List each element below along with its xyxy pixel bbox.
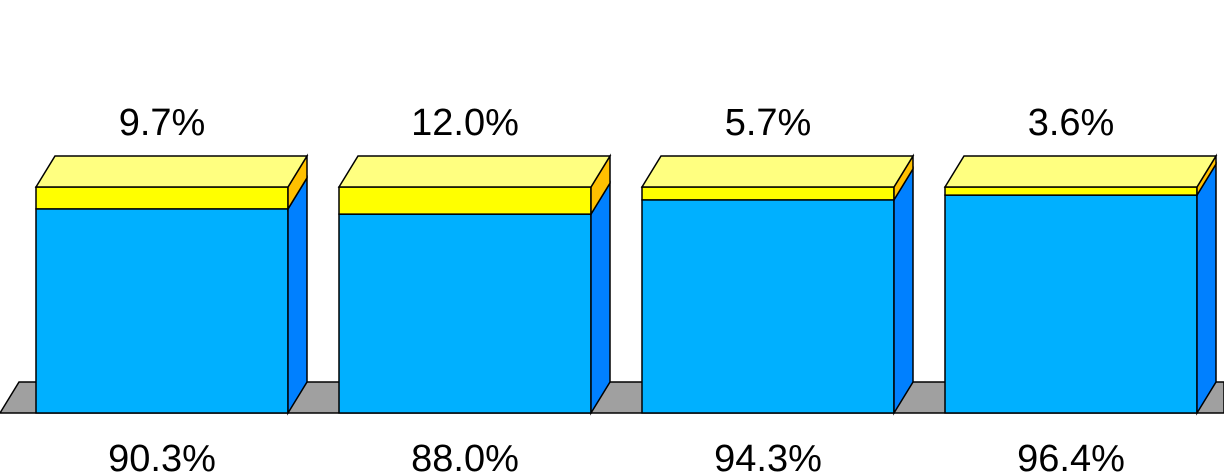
bar-4-primary-side [1196, 161, 1217, 416]
bottom-value-label-1: 90.3% [108, 438, 216, 475]
bar-3-secondary-front [641, 186, 895, 201]
top-value-label-2: 12.0% [411, 102, 519, 144]
bottom-value-label-3: 94.3% [714, 438, 822, 475]
bar-3-primary-side [893, 166, 914, 416]
top-value-label-1: 9.7% [119, 102, 206, 144]
bar-4-primary-front [944, 194, 1198, 414]
bottom-value-label-4: 96.4% [1017, 438, 1125, 475]
bar-1-primary-side [287, 175, 308, 416]
bar-2-top-face [337, 155, 612, 188]
bar-1-top-face [34, 155, 309, 188]
bar-1-secondary-front [35, 186, 289, 210]
bottom-value-label-2: 88.0% [411, 438, 519, 475]
data-labels: 9.7% 90.3% 12.0% 88.0% 5.7% 94.3% 3.6% 96.4% [108, 102, 1125, 475]
bar-4 [943, 153, 1218, 416]
bar-2-primary-front [338, 213, 592, 414]
bar-4-top-face [943, 155, 1218, 188]
top-value-label-3: 5.7% [725, 102, 812, 144]
bar-2 [337, 153, 612, 416]
bar-3-top-face [640, 155, 915, 188]
bar-3-primary-front [641, 199, 895, 414]
bar-1-primary-front [35, 208, 289, 414]
bar-3 [640, 153, 915, 416]
top-value-label-4: 3.6% [1028, 102, 1115, 144]
bar-4-secondary-front [944, 186, 1198, 196]
bar-1 [34, 153, 309, 416]
bar-2-primary-side [590, 180, 611, 416]
bars [34, 153, 1218, 416]
bar-2-secondary-front [338, 186, 592, 215]
